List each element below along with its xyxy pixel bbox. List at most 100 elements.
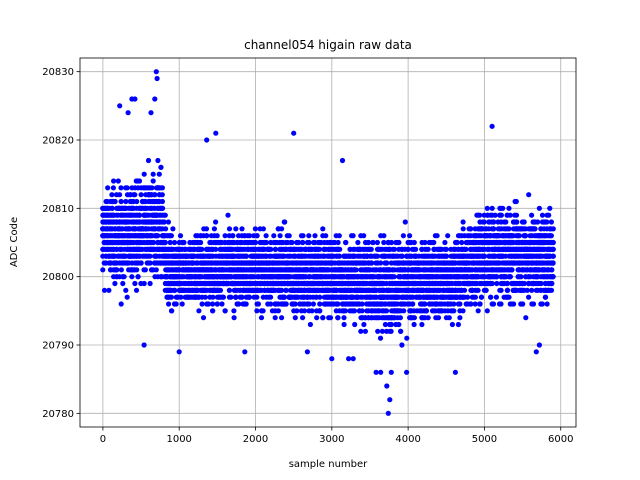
data-point: [243, 253, 249, 259]
data-point: [158, 164, 164, 170]
data-point: [228, 294, 234, 300]
data-point: [254, 294, 260, 300]
data-point: [161, 219, 167, 225]
data-point: [490, 301, 497, 307]
data-point: [323, 233, 329, 239]
data-point: [481, 253, 487, 259]
data-point: [460, 219, 466, 225]
data-point: [173, 301, 179, 307]
data-point: [202, 294, 208, 300]
data-point: [292, 301, 298, 307]
data-point: [384, 260, 390, 266]
data-point: [239, 294, 245, 300]
data-point: [165, 219, 171, 225]
data-point: [115, 178, 121, 184]
data-point: [105, 185, 111, 191]
data-point: [147, 253, 153, 259]
data-point: [493, 274, 499, 280]
data-point: [425, 246, 431, 252]
data-point: [150, 178, 156, 184]
data-point: [314, 315, 320, 321]
data-point: [230, 233, 236, 239]
data-point: [167, 239, 173, 246]
data-point: [337, 246, 343, 252]
data-point: [210, 301, 216, 307]
data-point: [477, 212, 483, 218]
data-point: [213, 246, 219, 252]
data-point: [133, 287, 140, 293]
data-point: [419, 321, 425, 328]
data-point: [460, 226, 466, 232]
data-point: [488, 294, 494, 300]
data-point: [222, 308, 228, 314]
data-point: [375, 253, 381, 259]
data-point: [141, 171, 147, 177]
data-point: [434, 233, 440, 239]
data-point: [163, 226, 169, 232]
data-point: [106, 287, 112, 293]
data-point: [359, 301, 365, 307]
data-point: [446, 315, 452, 321]
data-point: [468, 226, 474, 232]
data-point: [449, 321, 455, 328]
data-point: [222, 233, 228, 239]
data-point: [461, 287, 468, 293]
data-point: [350, 233, 356, 239]
data-point: [199, 301, 205, 307]
data-point: [263, 233, 269, 239]
data-point: [121, 274, 127, 280]
data-point: [500, 205, 506, 211]
data-point: [336, 233, 342, 239]
data-point: [136, 178, 143, 184]
data-point: [152, 192, 158, 198]
data-point: [381, 239, 387, 246]
data-point: [200, 315, 207, 321]
data-point: [320, 315, 326, 321]
data-point: [463, 246, 469, 252]
data-point: [317, 294, 323, 300]
data-point: [396, 239, 402, 246]
data-point: [399, 342, 405, 348]
data-point: [445, 233, 451, 239]
data-point: [457, 315, 463, 321]
data-point: [211, 226, 217, 232]
data-point: [382, 321, 388, 328]
data-point: [507, 274, 513, 280]
data-point: [129, 274, 135, 280]
data-point: [198, 239, 204, 246]
data-point: [246, 294, 252, 300]
data-point: [243, 301, 249, 307]
data-point: [381, 233, 387, 239]
data-point: [490, 226, 496, 232]
data-point: [365, 239, 371, 246]
data-point: [254, 308, 260, 314]
data-point: [342, 308, 348, 314]
data-point: [472, 294, 478, 300]
data-point: [118, 267, 124, 273]
data-point: [272, 315, 278, 321]
data-point: [260, 226, 266, 232]
data-point: [272, 246, 279, 252]
data-point: [425, 315, 431, 321]
data-point: [384, 308, 390, 314]
data-point: [252, 226, 258, 232]
data-point: [443, 253, 449, 259]
data-point: [520, 301, 526, 307]
data-point: [196, 308, 202, 314]
data-point: [159, 192, 165, 198]
data-point: [399, 253, 405, 259]
data-point: [481, 219, 487, 225]
data-point: [263, 239, 269, 246]
data-point: [355, 239, 361, 246]
data-point: [489, 280, 495, 287]
data-point: [294, 308, 300, 314]
data-points: [100, 69, 556, 416]
data-point: [159, 198, 165, 205]
data-point: [153, 267, 159, 273]
data-point: [219, 301, 225, 307]
data-point: [370, 239, 376, 246]
data-point: [351, 308, 358, 314]
data-point: [205, 301, 211, 307]
data-point: [124, 294, 130, 300]
